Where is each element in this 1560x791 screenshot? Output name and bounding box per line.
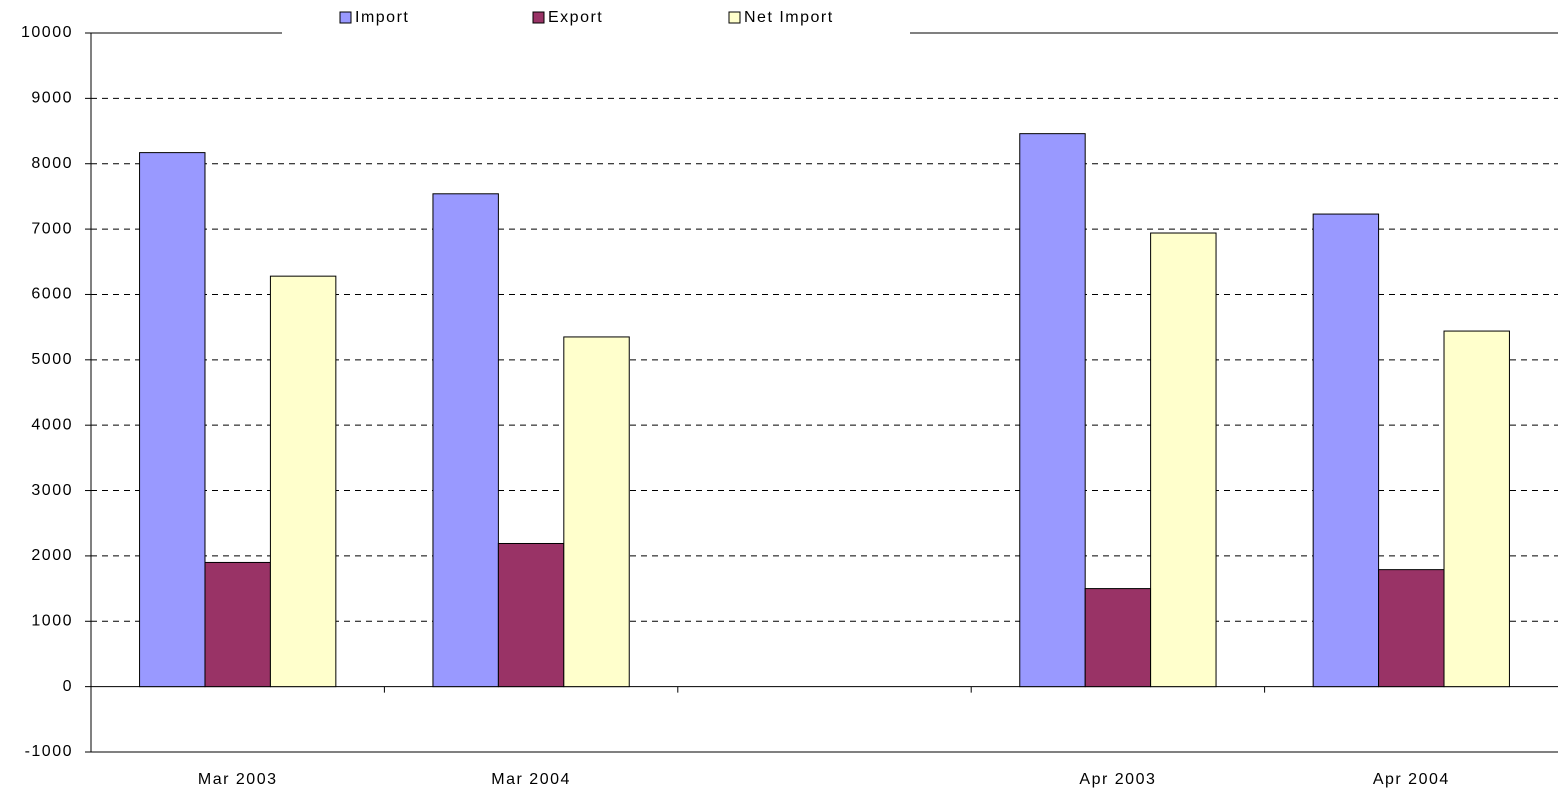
y-tick-label: 2000 [31,547,73,564]
x-tick-label: Mar 2004 [491,771,571,788]
x-tick-label: Apr 2003 [1079,771,1156,788]
bar [1084,588,1152,688]
legend-swatch [532,11,545,24]
y-tick-label: 5000 [31,351,73,368]
bar [563,336,630,688]
bar [432,193,499,688]
bar [1443,330,1510,688]
legend-label: Import [355,9,409,26]
bar [139,152,206,688]
y-tick-label: 1000 [31,612,73,629]
bar [1150,232,1217,688]
y-tick-label: 10000 [21,24,73,41]
y-tick-label: 6000 [31,286,73,303]
bar [1312,213,1380,688]
bar [204,561,271,688]
y-tick-label: 3000 [31,482,73,499]
x-tick-label: Apr 2004 [1373,771,1450,788]
y-tick-label: 7000 [31,220,73,237]
bar [1019,133,1086,688]
legend-label: Net Import [744,9,834,26]
bar [1378,569,1445,688]
y-tick-label: 0 [63,678,73,695]
bar [269,275,337,688]
legend-swatch [339,11,352,24]
y-tick-label: 9000 [31,90,73,107]
legend-box [282,0,910,40]
legend-label: Export [548,9,603,26]
y-tick-label: 8000 [31,155,73,172]
legend-swatch [728,11,741,24]
y-tick-label: -1000 [25,743,73,760]
x-tick-label: Mar 2003 [198,771,278,788]
y-tick-label: 4000 [31,416,73,433]
bar [497,542,565,688]
